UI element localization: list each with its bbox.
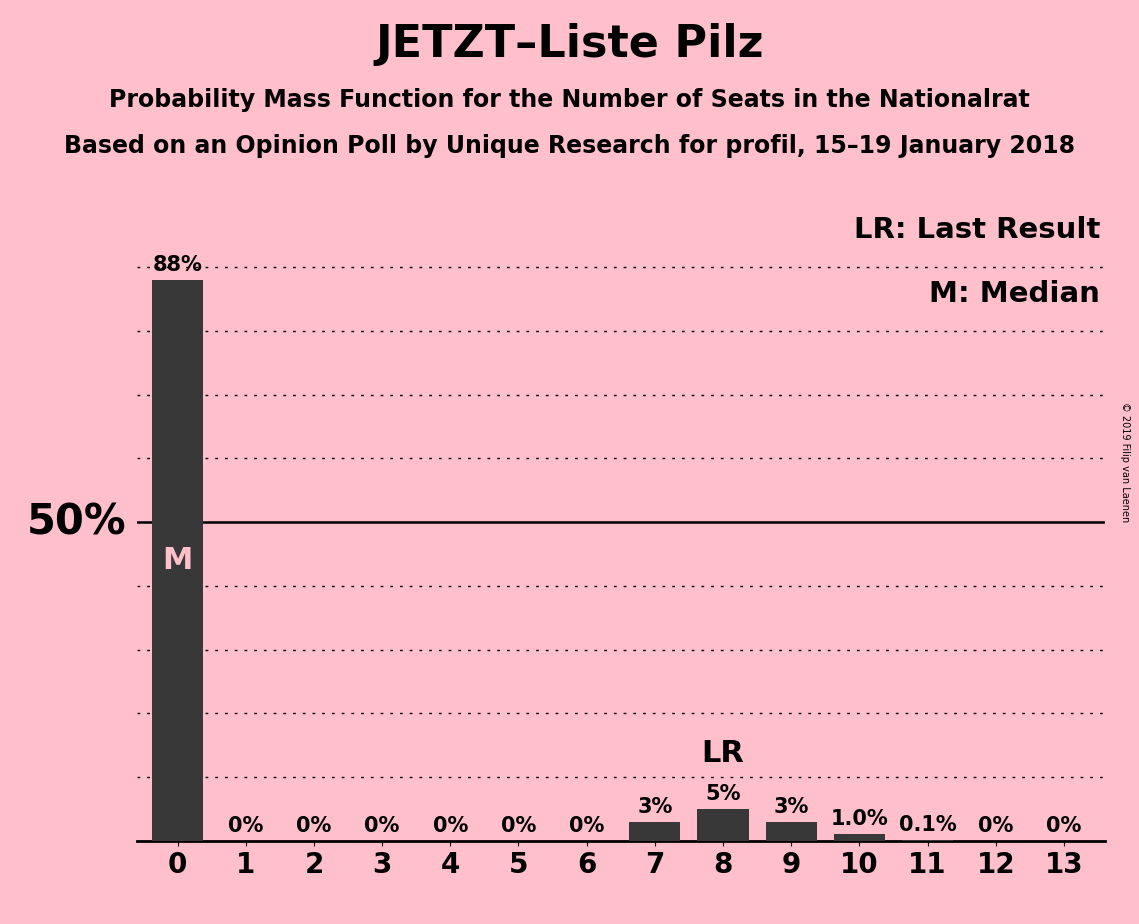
Bar [765, 821, 817, 841]
Text: 1.0%: 1.0% [830, 809, 888, 830]
Bar [697, 809, 748, 841]
Text: JETZT–Liste Pilz: JETZT–Liste Pilz [375, 23, 764, 67]
Bar [151, 280, 203, 841]
Text: LR: LR [702, 738, 745, 768]
Text: 0%: 0% [570, 816, 605, 835]
Bar [834, 834, 885, 841]
Text: © 2019 Filip van Laenen: © 2019 Filip van Laenen [1121, 402, 1130, 522]
Text: 3%: 3% [637, 796, 672, 817]
Text: LR: Last Result: LR: Last Result [853, 216, 1100, 244]
Text: 0%: 0% [501, 816, 536, 835]
Text: 5%: 5% [705, 784, 740, 804]
Text: 0%: 0% [433, 816, 468, 835]
Text: 3%: 3% [773, 796, 809, 817]
Text: Probability Mass Function for the Number of Seats in the Nationalrat: Probability Mass Function for the Number… [109, 88, 1030, 112]
Text: M: Median: M: Median [929, 280, 1100, 308]
Text: 0%: 0% [296, 816, 331, 835]
Bar [629, 821, 680, 841]
Text: 0%: 0% [364, 816, 400, 835]
Text: 0%: 0% [1047, 816, 1082, 835]
Text: 0.1%: 0.1% [899, 815, 957, 835]
Text: 88%: 88% [153, 255, 203, 274]
Text: M: M [163, 546, 192, 575]
Text: 50%: 50% [27, 501, 126, 543]
Text: Based on an Opinion Poll by Unique Research for profil, 15–19 January 2018: Based on an Opinion Poll by Unique Resea… [64, 134, 1075, 158]
Text: 0%: 0% [978, 816, 1014, 835]
Text: 0%: 0% [228, 816, 263, 835]
